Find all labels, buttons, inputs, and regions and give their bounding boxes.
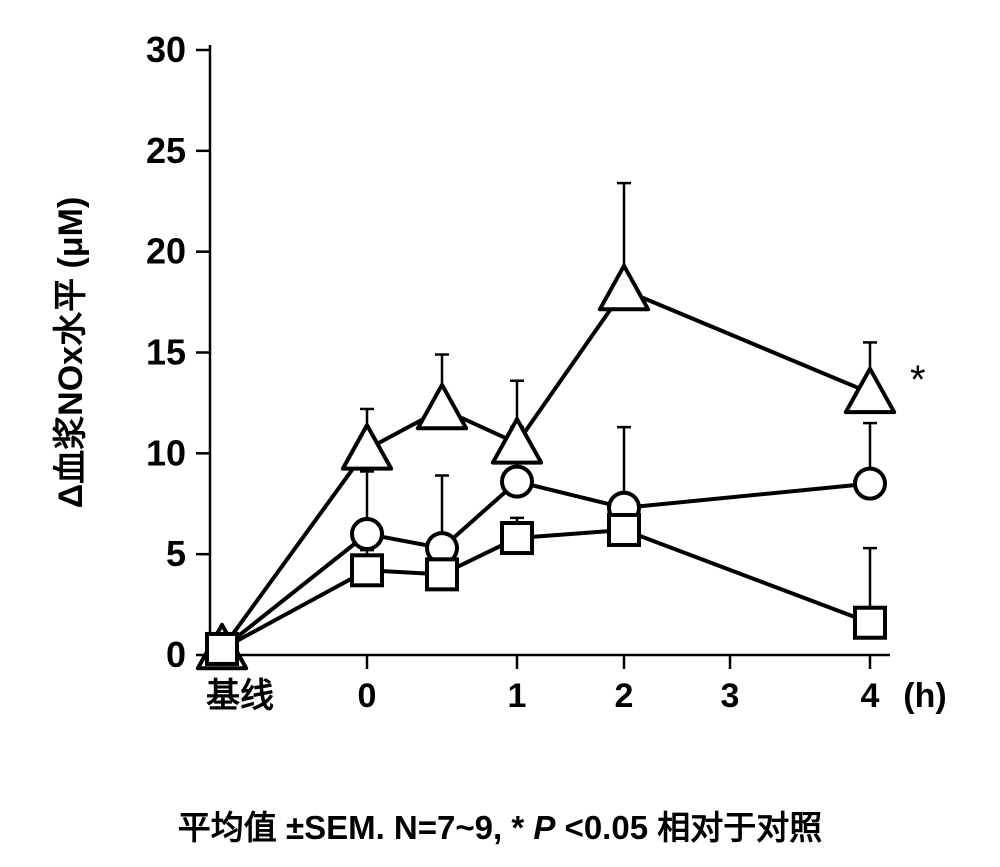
- svg-text:*: *: [910, 358, 926, 402]
- caption-pval-rest: <0.05: [565, 809, 649, 846]
- chart-caption: 平均值 ±SEM. N=7~9, * P <0.05 相对于对照: [0, 801, 1000, 849]
- svg-text:3: 3: [721, 677, 740, 715]
- svg-text:0: 0: [358, 677, 377, 715]
- svg-text:(h): (h): [903, 677, 946, 715]
- svg-text:15: 15: [146, 332, 186, 373]
- svg-text:30: 30: [146, 29, 186, 70]
- svg-text:基线: 基线: [206, 677, 274, 715]
- svg-text:10: 10: [146, 432, 186, 473]
- svg-text:Δ血浆NOx水平 (μM): Δ血浆NOx水平 (μM): [52, 197, 90, 509]
- caption-pval-label: P: [533, 809, 555, 846]
- caption-star: *: [511, 809, 524, 846]
- svg-text:4: 4: [861, 677, 880, 715]
- caption-suffix: 相对于对照: [657, 809, 822, 846]
- svg-text:2: 2: [615, 677, 634, 715]
- svg-text:25: 25: [146, 130, 186, 171]
- line-chart: 0 5 10 15 20 25 30 Δ血浆NOx水平 (μM) 基线 0 1 2 3 4 (h) *: [50, 20, 950, 800]
- svg-text:1: 1: [508, 677, 527, 715]
- chart-container: 0 5 10 15 20 25 30 Δ血浆NOx水平 (μM) 基线 0 1 2 3 4 (h) *: [50, 20, 950, 800]
- svg-text:5: 5: [166, 533, 186, 574]
- caption-sem: ±SEM. N=7~9,: [286, 809, 511, 846]
- svg-text:20: 20: [146, 231, 186, 272]
- svg-text:0: 0: [166, 634, 186, 675]
- caption-prefix: 平均值: [178, 809, 277, 846]
